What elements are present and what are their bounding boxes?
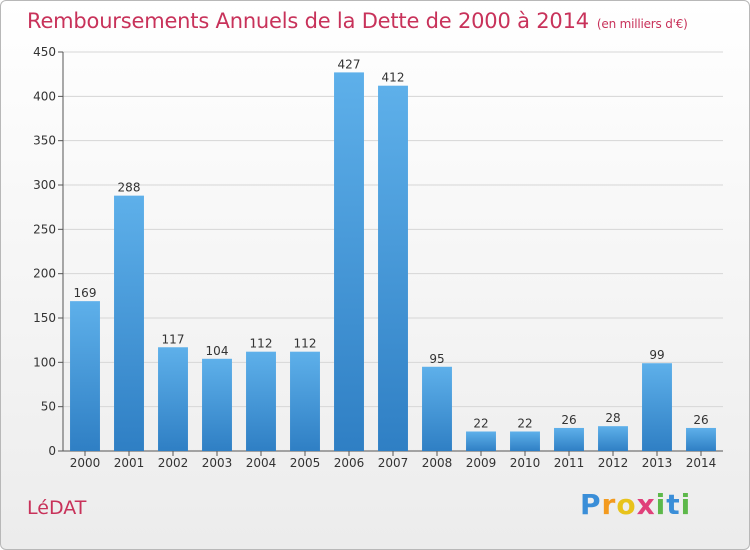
data-label-2004: 112 xyxy=(250,337,273,351)
bar-2000 xyxy=(70,301,100,451)
bar-2002 xyxy=(158,347,188,451)
data-label-2011: 26 xyxy=(561,413,576,427)
data-label-2010: 22 xyxy=(517,416,532,430)
x-tick-label-2013: 2013 xyxy=(642,456,673,470)
logo-letter: P xyxy=(580,488,602,521)
bar-2010 xyxy=(510,431,540,451)
y-tick-label: 150 xyxy=(33,311,56,325)
data-label-2006: 427 xyxy=(338,57,361,71)
chart-title-text: Remboursements Annuels de la Dette de 20… xyxy=(27,9,589,33)
x-tick-label-2010: 2010 xyxy=(510,456,541,470)
y-tick-label: 50 xyxy=(41,400,56,414)
y-tick-label: 0 xyxy=(48,444,56,458)
x-tick-label-2003: 2003 xyxy=(202,456,233,470)
data-label-2002: 117 xyxy=(162,332,185,346)
data-label-2000: 169 xyxy=(74,286,97,300)
x-tick-label-2005: 2005 xyxy=(290,456,321,470)
y-tick-label: 100 xyxy=(33,355,56,369)
bar-2009 xyxy=(466,431,496,451)
bar-2006 xyxy=(334,72,364,451)
logo-letter: t xyxy=(666,488,681,521)
x-tick-label-2002: 2002 xyxy=(158,456,189,470)
data-label-2014: 26 xyxy=(693,413,708,427)
data-label-2009: 22 xyxy=(473,416,488,430)
logo-letter: r xyxy=(601,488,617,521)
x-tick-label-2011: 2011 xyxy=(554,456,585,470)
y-tick-label: 400 xyxy=(33,89,56,103)
y-tick-label: 250 xyxy=(33,222,56,236)
data-label-2007: 412 xyxy=(382,71,405,85)
bar-2004 xyxy=(246,351,276,451)
x-tick-label-2007: 2007 xyxy=(378,456,409,470)
bars: 169 288 117 104 112 112 427 412 95 22 22 26 28 99 26 xyxy=(70,57,716,452)
chart-title: Remboursements Annuels de la Dette de 20… xyxy=(27,9,688,33)
data-label-2003: 104 xyxy=(206,344,229,358)
x-tick-label-2006: 2006 xyxy=(334,456,365,470)
logo-letter: o xyxy=(616,488,637,521)
y-tick-label: 450 xyxy=(33,45,56,59)
data-label-2001: 288 xyxy=(118,181,141,195)
data-label-2013: 99 xyxy=(649,348,664,362)
logo-letter: i xyxy=(680,488,692,521)
bar-2008 xyxy=(422,366,452,451)
x-tick-label-2012: 2012 xyxy=(598,456,629,470)
bar-2012 xyxy=(598,426,628,451)
x-tick-label-2008: 2008 xyxy=(422,456,453,470)
y-tick-label: 300 xyxy=(33,178,56,192)
bar-2007 xyxy=(378,85,408,452)
chart-subtitle: (en milliers d'€) xyxy=(596,17,688,31)
logo-letter: x xyxy=(636,488,656,521)
proxiti-logo: Proxiti xyxy=(580,488,691,521)
y-tick-label: 350 xyxy=(33,134,56,148)
y-tick-label: 200 xyxy=(33,267,56,281)
bar-2011 xyxy=(554,427,584,451)
bar-2001 xyxy=(114,195,144,451)
bar-2003 xyxy=(202,358,232,451)
bar-2013 xyxy=(642,363,672,451)
bar-2014 xyxy=(686,427,716,451)
data-label-2008: 95 xyxy=(429,352,444,366)
commune-name: LéDAT xyxy=(27,497,87,519)
x-tick-label-2014: 2014 xyxy=(686,456,717,470)
logo-letter: i xyxy=(655,488,667,521)
bar-2005 xyxy=(290,351,320,451)
x-tick-label-2000: 2000 xyxy=(70,456,101,470)
data-label-2012: 28 xyxy=(605,411,620,425)
x-tick-label-2001: 2001 xyxy=(114,456,145,470)
x-tick-label-2004: 2004 xyxy=(246,456,277,470)
data-label-2005: 112 xyxy=(294,337,317,351)
x-tick-label-2009: 2009 xyxy=(466,456,497,470)
